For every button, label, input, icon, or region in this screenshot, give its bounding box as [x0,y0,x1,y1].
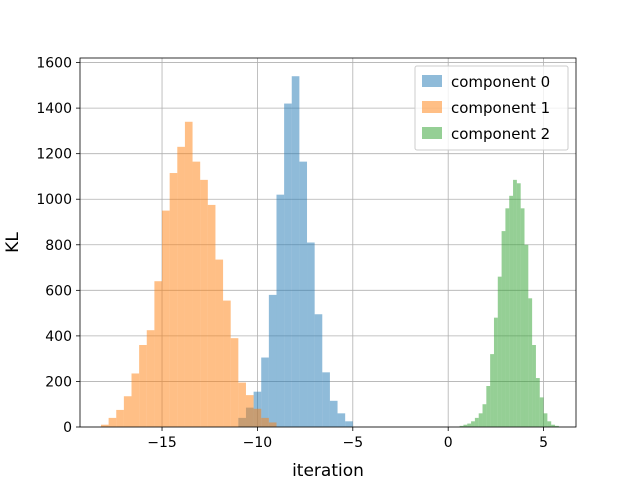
y-tick-label: 1000 [36,192,72,208]
histogram-bar [207,204,216,427]
histogram-bar [238,382,246,427]
histogram-bar [177,146,185,428]
histogram-bar [337,413,346,427]
histogram-bar [314,314,323,427]
histogram-bar [261,417,269,427]
histogram-bar [547,421,552,427]
y-tick-label: 400 [45,329,72,345]
histogram-bar [276,194,285,427]
histogram-bar [139,345,147,427]
histogram-bar [532,345,536,427]
histogram-bar [184,121,193,428]
histogram-bar [501,231,506,427]
histogram-bar [116,409,124,427]
histogram-bar [551,424,556,427]
histogram-bar [524,244,529,427]
histogram-bar [230,338,239,427]
legend-swatch [422,101,442,113]
histogram-bar [268,422,277,427]
series-1 [100,121,277,428]
histogram-bar [486,386,491,427]
y-tick-label: 1200 [36,147,72,163]
histogram-bar [215,259,224,427]
histogram-bar [463,424,468,427]
histogram-bar [459,425,464,427]
histogram-bar [261,357,269,427]
legend-label: component 2 [451,125,550,143]
histogram-bar [154,281,163,427]
x-tick-label: 0 [444,435,453,451]
plot-frame [79,57,577,428]
x-axis-label: iteration [292,461,364,480]
histogram-bar [192,161,201,427]
histogram-bar [543,413,548,427]
y-tick-label: 1600 [36,56,72,72]
histogram-bar [123,396,132,427]
legend-box [414,65,569,151]
histogram-bar [100,424,109,427]
histogram-bar [520,208,525,427]
histogram-bar [329,400,338,427]
histogram-bar [490,354,494,427]
histogram-bar [253,408,262,427]
histogram-bar [505,208,510,427]
histogram-bar [146,330,155,427]
histogram-bar [478,413,483,427]
histogram-bar [245,395,254,427]
y-tick-label: 1400 [36,101,72,117]
histogram-bar [528,298,533,427]
histogram-bar [555,425,559,427]
x-tick-label: −15 [147,435,177,451]
legend-swatch [422,75,442,87]
legend: component 0 component 1 component 2 [414,65,569,151]
histogram-bar [169,173,178,427]
ticks-layer: −15 −10 −5 0 5 0 200 400 600 800 1000 1200 1400 1600 [36,56,548,451]
histogram-bar [482,404,487,427]
x-tick-label: −5 [342,435,363,451]
x-tick-label: −10 [243,435,273,451]
histogram-bar [471,421,475,427]
y-tick-label: 600 [45,283,72,299]
legend-label: component 1 [451,99,550,117]
legend-swatch [422,127,442,139]
y-tick-label: 0 [63,420,72,436]
histogram-bar [108,417,117,427]
y-axis-label: KL [3,232,23,253]
histogram-bar [493,317,498,427]
histogram-bar [345,421,353,427]
histogram-bar [322,372,330,427]
histogram-bar [516,183,521,427]
histogram-bar [223,300,231,427]
histogram-bar [131,373,140,427]
histogram-bar [284,103,292,428]
series-2 [459,179,559,427]
histogram-bar [497,276,502,427]
bars-layer [100,76,559,428]
histogram-bar [513,179,517,427]
histogram-bar [299,161,308,427]
y-tick-label: 200 [45,374,72,390]
histogram-bar [535,378,540,427]
histogram-bar [509,195,514,427]
histogram-bar [307,242,315,427]
series-0 [238,76,353,428]
histogram-bar [162,210,170,427]
histogram-bar [467,423,472,427]
histogram-bar [200,179,208,427]
legend-label: component 0 [451,73,550,91]
histogram-bar [539,397,544,427]
histogram-bar [474,417,479,427]
histogram-bar [291,76,300,427]
histogram-bar [268,294,277,427]
x-tick-label: 5 [539,435,548,451]
y-tick-label: 800 [45,238,72,254]
